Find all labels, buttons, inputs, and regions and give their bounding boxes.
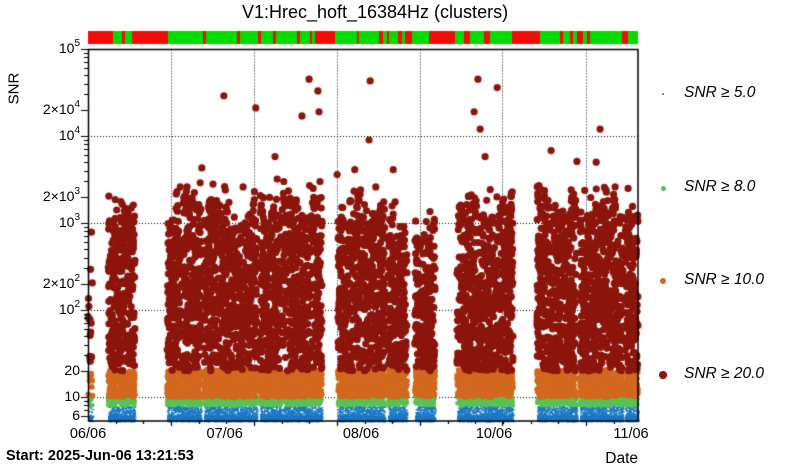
- y-tick-label: 2×104: [42, 99, 80, 117]
- x-tick-label: 08/06: [342, 426, 380, 442]
- y-tick-label: 104: [58, 125, 80, 143]
- y-tick-label: 6: [72, 407, 80, 424]
- y-tick-label: 102: [58, 299, 80, 317]
- chart-title: V1:Hrec_hoft_16384Hz (clusters): [241, 2, 509, 22]
- legend-marker-icon: [661, 92, 665, 96]
- x-tick-label: 07/06: [206, 426, 243, 442]
- y-tick-label: 2×102: [42, 273, 80, 291]
- legend-marker-icon: [660, 278, 666, 284]
- y-tick-label: 105: [58, 38, 80, 56]
- y-tick-label: 2×103: [42, 186, 80, 204]
- legend-label: SNR ≥ 10.0: [684, 271, 765, 288]
- x-axis-title: Date: [605, 450, 638, 467]
- x-tick-label: 06/06: [69, 426, 107, 442]
- legend-label: SNR ≥ 20.0: [684, 365, 765, 382]
- start-timestamp: Start: 2025-Jun-06 13:21:53: [6, 448, 194, 464]
- legend-entry: SNR ≥ 5.0: [654, 84, 804, 104]
- y-tick-label: 103: [58, 212, 80, 230]
- legend-marker-icon: [660, 185, 666, 191]
- y-axis-title: SNR: [5, 72, 23, 105]
- legend-marker-icon: [659, 371, 667, 379]
- x-tick-label: 11/06: [613, 426, 649, 442]
- y-tick-label: 20: [64, 361, 80, 378]
- y-tick-label: 10: [64, 388, 80, 404]
- legend-label: SNR ≥ 5.0: [684, 84, 756, 101]
- legend-entry: SNR ≥ 8.0: [654, 178, 804, 198]
- x-tick-label: 10/06: [475, 426, 513, 442]
- legend-entry: SNR ≥ 20.0: [654, 365, 804, 385]
- legend-label: SNR ≥ 8.0: [684, 178, 756, 195]
- legend-entry: SNR ≥ 10.0: [654, 271, 804, 291]
